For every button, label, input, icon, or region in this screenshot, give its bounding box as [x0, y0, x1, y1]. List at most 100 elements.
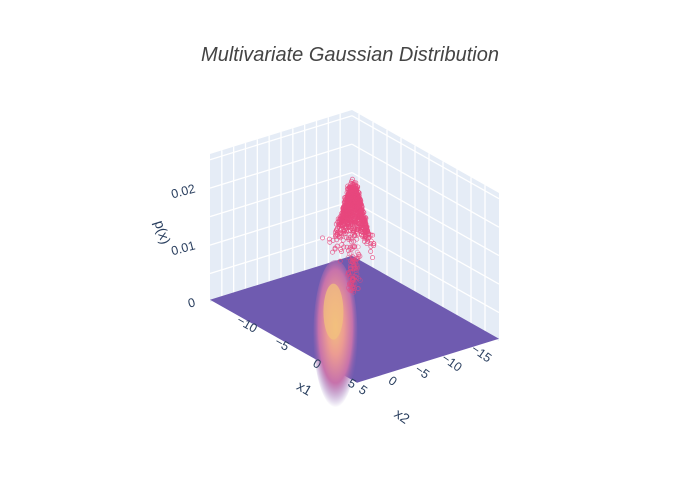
z-axis-title: p(x) — [151, 218, 174, 246]
scatter-point — [354, 271, 360, 277]
scatter-point — [370, 232, 376, 238]
scatter-point — [344, 205, 349, 211]
grid-line-z — [351, 172, 500, 257]
grid-line-z — [209, 171, 353, 218]
scatter-point — [352, 243, 358, 249]
scatter-point — [350, 273, 356, 279]
scatter-point — [332, 245, 338, 251]
scatter-point — [346, 184, 352, 190]
scatter-point — [353, 216, 359, 222]
scatter-point — [353, 186, 359, 192]
scatter-point — [341, 204, 346, 210]
scatter-point — [330, 249, 335, 255]
scatter-point — [349, 287, 355, 293]
scatter-point — [356, 195, 362, 201]
scatter-point — [362, 231, 368, 237]
grid-line-z — [351, 115, 500, 200]
scatter-point — [327, 239, 333, 245]
scatter-point — [365, 229, 371, 235]
scatter-point — [360, 215, 366, 221]
x1-axis-title: x1 — [294, 377, 315, 398]
scatter-point — [333, 227, 339, 233]
scatter-point — [350, 182, 356, 188]
scatter-point — [354, 204, 360, 210]
scatter-point — [347, 208, 353, 214]
surface-peak-highlight — [323, 283, 344, 340]
scatter-point — [352, 281, 358, 287]
scatter-point — [353, 219, 359, 224]
scatter-point — [362, 238, 367, 244]
x2-tick-label: 5 — [356, 382, 370, 397]
scatter-point — [370, 255, 375, 261]
scatter-point — [368, 232, 374, 238]
scatter-point — [348, 265, 354, 271]
scatter-point — [344, 203, 350, 209]
scatter-point — [343, 225, 349, 231]
grid-line-z — [351, 200, 500, 285]
scatter-point — [340, 220, 346, 226]
scatter-point — [368, 249, 374, 254]
chart-title: Multivariate Gaussian Distribution — [201, 44, 499, 66]
scatter-point — [349, 236, 354, 242]
scatter-point — [345, 270, 351, 276]
z-tick-label: 0 — [186, 295, 196, 310]
scatter-point — [355, 193, 360, 199]
scatter-point — [348, 263, 353, 268]
scatter-point — [359, 209, 365, 215]
scatter-point — [348, 196, 353, 202]
scatter-point — [347, 274, 353, 280]
scatter-point — [353, 267, 359, 273]
scatter-point — [349, 239, 354, 245]
scatter-point — [350, 275, 356, 281]
scatter-point — [358, 229, 364, 235]
scatter-point — [345, 208, 351, 214]
grid-line-z — [209, 143, 353, 189]
scatter-point — [350, 228, 356, 234]
scatter-point — [368, 238, 374, 244]
scatter-point — [354, 227, 360, 233]
z-tick-label: 0.01 — [170, 238, 197, 258]
scatter-point — [339, 249, 345, 254]
scatter-point — [368, 241, 374, 246]
scatter-point — [345, 213, 351, 219]
scatter-point — [354, 249, 360, 255]
scatter-point — [349, 181, 355, 187]
scatter-point — [339, 215, 345, 221]
scatter-point — [358, 200, 363, 206]
scatter-point — [344, 244, 350, 250]
scatter-point — [343, 228, 349, 234]
scatter-point — [345, 220, 351, 226]
z-tick-label: 0.02 — [170, 182, 197, 202]
grid-line-z — [209, 200, 353, 246]
scatter-points — [320, 176, 377, 295]
scatter-point — [368, 244, 374, 249]
scatter-point — [335, 219, 341, 225]
grid-line-z — [351, 143, 500, 228]
scatter-point — [346, 196, 352, 202]
scatter-point — [352, 213, 357, 219]
scatter-point — [340, 230, 346, 236]
scatter-point — [350, 220, 356, 226]
x1-tick-label: −5 — [272, 335, 291, 354]
wall-x1-back — [352, 110, 499, 341]
scatter-point — [347, 188, 353, 194]
x2-axis-title: x2 — [392, 405, 413, 427]
scatter-point — [357, 277, 363, 283]
scatter-point — [371, 241, 377, 247]
scatter-point — [356, 252, 362, 258]
scatter-point — [346, 225, 352, 230]
scatter-point — [346, 235, 351, 241]
scatter-point — [354, 236, 360, 242]
scatter-point — [352, 200, 358, 206]
scatter-point — [337, 258, 343, 264]
scatter-point — [364, 226, 370, 232]
x2-tick-label: −5 — [412, 362, 432, 382]
scatter-point — [339, 233, 344, 239]
scatter-point — [348, 281, 354, 287]
scatter-point — [362, 223, 368, 228]
scatter-point — [350, 200, 356, 205]
scatter-point — [355, 285, 361, 291]
scatter-point — [354, 257, 360, 263]
x2-tick-label: 0 — [386, 373, 400, 388]
